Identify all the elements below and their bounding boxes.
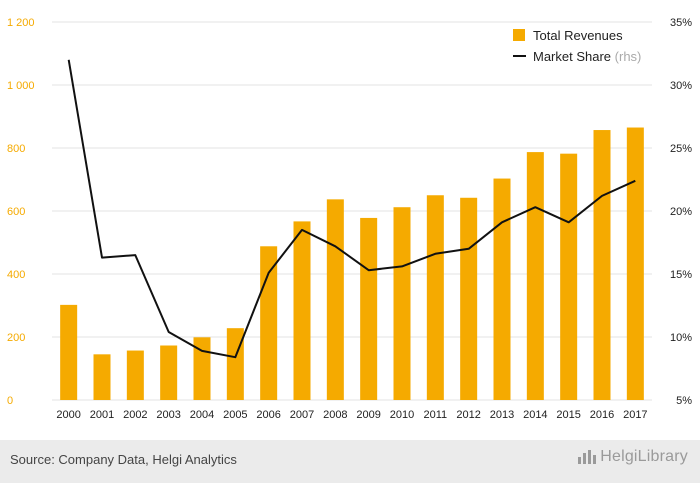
revenue-bar bbox=[426, 195, 444, 400]
legend-bar-label: Total Revenues bbox=[533, 28, 623, 43]
left-tick-label: 600 bbox=[7, 206, 25, 218]
revenue-bar bbox=[93, 354, 111, 400]
x-tick-label: 2001 bbox=[90, 409, 114, 421]
revenue-bar bbox=[626, 127, 644, 401]
revenue-bar bbox=[493, 178, 511, 400]
logo-mark-icon bbox=[578, 450, 597, 464]
left-tick-label: 1 200 bbox=[7, 17, 35, 29]
right-axis: 5% 10% 15% 20% 25% 30% 35% bbox=[670, 17, 692, 407]
x-tick-label: 2010 bbox=[390, 409, 414, 421]
x-tick-label: 2017 bbox=[623, 409, 647, 421]
legend: Total Revenues Market Share (rhs) bbox=[513, 28, 641, 64]
revenue-bar bbox=[526, 152, 544, 400]
revenue-bar bbox=[460, 197, 478, 400]
x-tick-label: 2005 bbox=[223, 409, 247, 421]
left-tick-label: 400 bbox=[7, 269, 25, 281]
left-tick-label: 0 bbox=[7, 395, 13, 407]
revenue-bar bbox=[160, 345, 178, 400]
left-tick-label: 200 bbox=[7, 332, 25, 344]
x-tick-label: 2000 bbox=[56, 409, 80, 421]
x-tick-label: 2016 bbox=[590, 409, 614, 421]
left-axis: 0 200 400 600 800 1 000 1 200 bbox=[7, 17, 35, 407]
legend-line-name: Market Share bbox=[533, 49, 611, 64]
x-tick-label: 2006 bbox=[256, 409, 280, 421]
x-tick-label: 2014 bbox=[523, 409, 547, 421]
right-tick-label: 30% bbox=[670, 80, 692, 92]
revenue-bar bbox=[193, 337, 211, 400]
right-tick-label: 5% bbox=[676, 395, 692, 407]
revenue-bar bbox=[393, 207, 411, 400]
x-tick-label: 2011 bbox=[424, 409, 448, 421]
right-tick-label: 35% bbox=[670, 17, 692, 29]
revenue-bar bbox=[560, 153, 578, 400]
x-tick-label: 2008 bbox=[323, 409, 347, 421]
source-note: Source: Company Data, Helgi Analytics bbox=[10, 452, 237, 467]
revenue-bar bbox=[360, 217, 378, 400]
grid-lines bbox=[52, 21, 652, 401]
line-series bbox=[67, 59, 636, 359]
revenue-bar bbox=[60, 304, 78, 400]
x-axis: 2000 2001 2002 2003 2004 2005 2006 2007 2008 2009… bbox=[56, 409, 647, 421]
legend-line-suffix: (rhs) bbox=[615, 49, 642, 64]
left-tick-label: 800 bbox=[7, 143, 25, 155]
right-tick-label: 10% bbox=[670, 332, 692, 344]
logo-text: HelgiLibrary bbox=[600, 448, 688, 465]
revenue-bar bbox=[293, 221, 311, 400]
legend-bar-swatch bbox=[513, 29, 525, 41]
right-tick-label: 25% bbox=[670, 143, 692, 155]
legend-line-label: Market Share (rhs) bbox=[533, 49, 641, 64]
x-tick-label: 2002 bbox=[123, 409, 147, 421]
x-tick-label: 2012 bbox=[456, 409, 480, 421]
right-tick-label: 15% bbox=[670, 269, 692, 281]
x-tick-label: 2004 bbox=[190, 409, 214, 421]
left-tick-label: 1 000 bbox=[7, 80, 35, 92]
revenue-bar bbox=[126, 350, 144, 400]
right-tick-label: 20% bbox=[670, 206, 692, 218]
revenue-bar bbox=[593, 130, 611, 401]
x-tick-label: 2003 bbox=[156, 409, 180, 421]
x-tick-label: 2007 bbox=[290, 409, 314, 421]
bar-series bbox=[60, 127, 644, 401]
chart: 0 200 400 600 800 1 000 1 200 5% 10% 15% 20% 25% 30… bbox=[7, 17, 692, 421]
x-tick-label: 2015 bbox=[556, 409, 580, 421]
market-share-line bbox=[67, 59, 636, 359]
helgi-library-logo: HelgiLibrary bbox=[578, 448, 688, 466]
revenue-bar bbox=[326, 199, 344, 400]
revenue-bar bbox=[226, 328, 244, 400]
revenue-bar bbox=[260, 246, 278, 400]
x-tick-label: 2013 bbox=[490, 409, 514, 421]
x-tick-label: 2009 bbox=[356, 409, 380, 421]
